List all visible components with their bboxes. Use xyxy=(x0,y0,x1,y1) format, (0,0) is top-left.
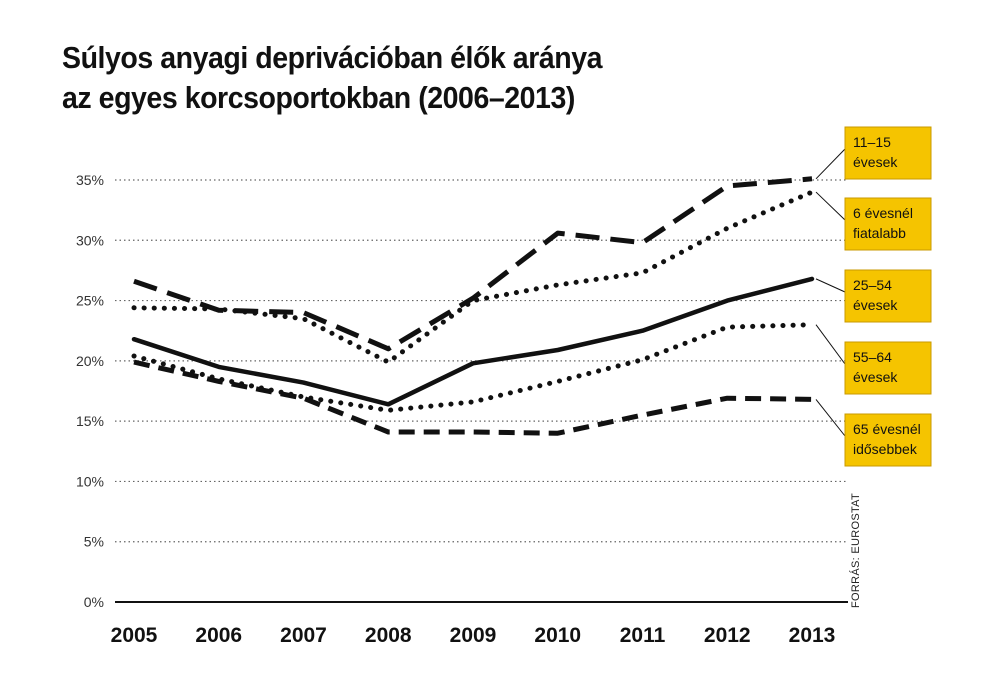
y-tick-label: 10% xyxy=(76,473,104,489)
x-tick-label: 2007 xyxy=(280,624,327,647)
x-tick-label: 2013 xyxy=(789,624,836,647)
y-tick-label: 0% xyxy=(84,594,104,610)
series-line xyxy=(133,176,813,352)
series-label-text: 55–64 xyxy=(853,349,892,365)
series-label-text: évesek xyxy=(853,369,898,385)
x-tick-label: 2008 xyxy=(365,624,412,647)
x-tick-label: 2006 xyxy=(195,624,242,647)
series-label-text: idősebbek xyxy=(853,441,918,457)
x-axis-ticks: 2005 2006 2007 2008 2009 2010 2011 2012 2013 xyxy=(111,624,836,647)
y-tick-label: 30% xyxy=(76,232,104,248)
y-tick-label: 35% xyxy=(76,172,104,188)
series-label-text: 6 évesnél xyxy=(853,205,913,221)
y-tick-label: 15% xyxy=(76,413,104,429)
y-tick-label: 25% xyxy=(76,293,104,309)
series-labels: 11–15 évesek 6 évesnél fiatalabb 25–54 évesek… xyxy=(815,126,932,467)
series-label-box xyxy=(844,413,932,467)
x-tick-label: 2011 xyxy=(620,624,666,647)
label-leader-line xyxy=(815,324,846,365)
label-leader-line xyxy=(815,399,846,437)
series-label-box xyxy=(844,126,932,180)
series-label-text: évesek xyxy=(853,297,898,313)
x-tick-label: 2009 xyxy=(450,624,497,647)
series-label-text: fiatalabb xyxy=(853,225,906,241)
label-leader-line xyxy=(815,148,846,180)
y-axis-ticks: 0% 5% 10% 15% 20% 25% 30% 35% xyxy=(76,172,104,610)
series-line xyxy=(131,276,815,407)
series-line xyxy=(131,189,815,365)
x-tick-label: 2005 xyxy=(111,624,158,647)
series-lines xyxy=(131,176,815,436)
source-note: FORRÁS: EUROSTAT xyxy=(849,493,862,608)
series-label-box xyxy=(844,341,932,395)
y-tick-label: 5% xyxy=(84,534,104,550)
series-label-box xyxy=(844,197,932,251)
series-label-text: évesek xyxy=(853,154,898,170)
label-leader-line xyxy=(815,191,846,221)
x-tick-label: 2012 xyxy=(704,624,751,647)
y-tick-label: 20% xyxy=(76,353,104,369)
gridlines xyxy=(115,179,848,543)
series-line xyxy=(131,322,815,413)
series-label-text: 25–54 xyxy=(853,277,892,293)
series-label-text: 65 évesnél xyxy=(853,421,921,437)
chart-title-line-1: Súlyos anyagi deprivációban élők aránya xyxy=(62,40,603,75)
series-label-box xyxy=(844,269,932,323)
x-tick-label: 2010 xyxy=(534,624,581,647)
chart-title: Súlyos anyagi deprivációban élők aránya … xyxy=(62,38,632,118)
chart-title-line-2: az egyes korcsoportokban (2006–2013) xyxy=(62,80,575,115)
label-leader-line xyxy=(815,278,846,293)
series-label-text: 11–15 xyxy=(853,134,891,150)
series-line xyxy=(133,359,813,436)
